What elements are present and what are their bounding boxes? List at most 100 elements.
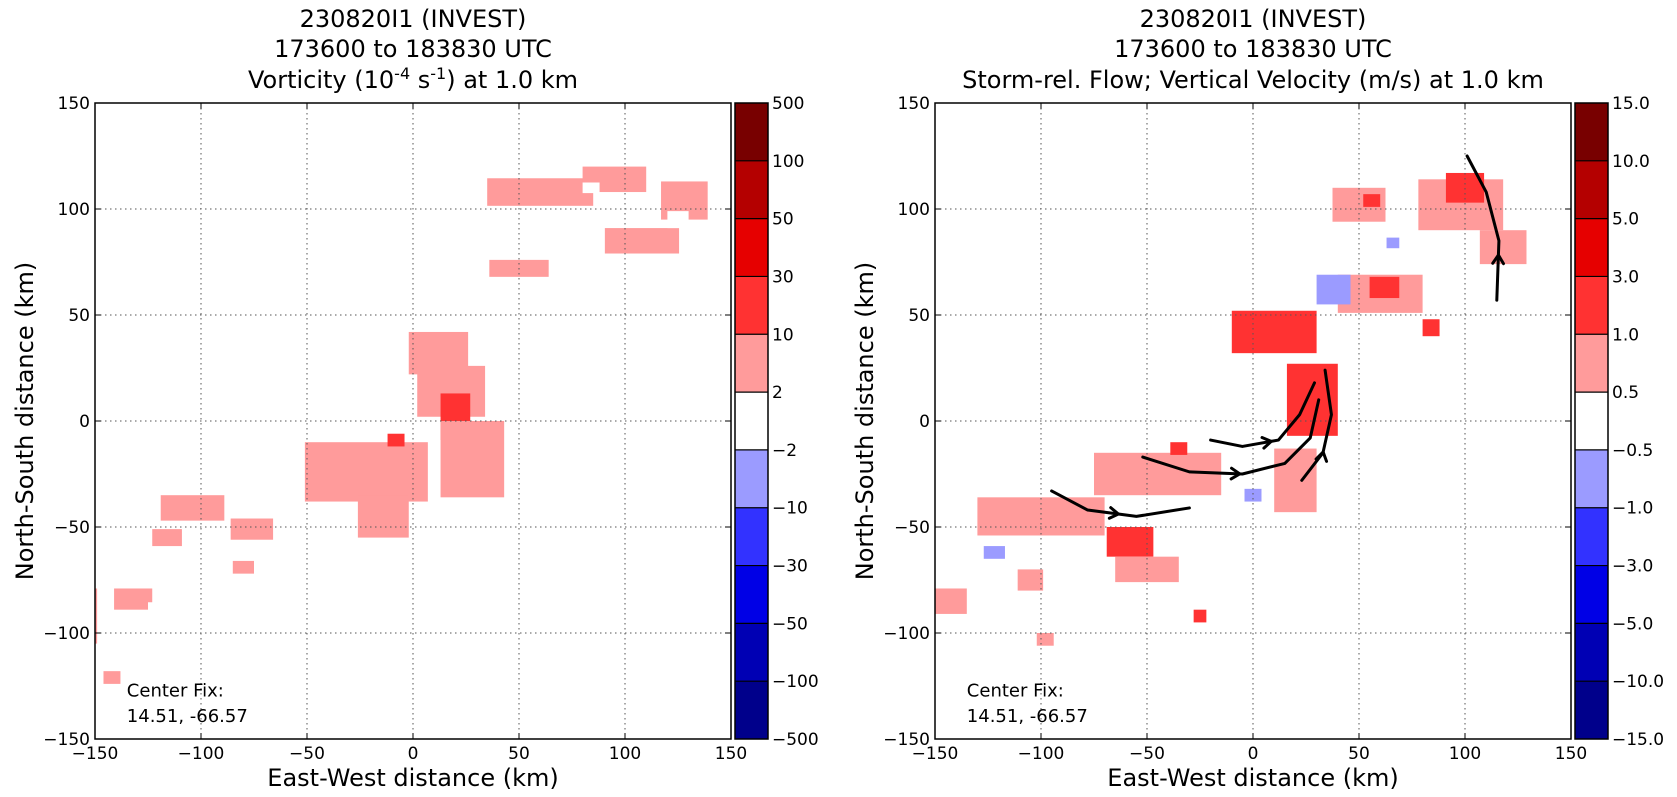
colorbar-tick-label: 10 — [772, 325, 794, 345]
x-tick-label: −100 — [178, 744, 225, 764]
field-region — [1244, 488, 1262, 502]
colorbar-band — [1575, 507, 1608, 566]
vorticity-panel: 230820I1 (INVEST)173600 to 183830 UTCVor… — [11, 5, 819, 792]
x-axis-label: East-West distance (km) — [1107, 764, 1398, 792]
streamline — [1141, 398, 1321, 476]
y-tick-label: −150 — [883, 730, 930, 750]
colorbar-tick-label: −10.0 — [1612, 672, 1664, 692]
colorbar-band — [1575, 276, 1608, 335]
y-axis-label: North-South distance (km) — [11, 262, 39, 581]
chart-title-line: 230820I1 (INVEST) — [1140, 5, 1367, 33]
field-region — [1094, 452, 1222, 496]
center-fix-value: 14.51, -66.57 — [967, 706, 1088, 727]
colorbar-tick-label: 1.0 — [1612, 325, 1639, 345]
colorbar-tick-label: −100 — [772, 672, 819, 692]
colorbar-frame — [1574, 102, 1609, 740]
colorbar-band — [735, 681, 768, 739]
field-region — [1422, 319, 1440, 337]
colorbar-band — [735, 160, 768, 219]
colorbar-tick-label: 50 — [772, 210, 794, 230]
field-region — [1106, 527, 1154, 557]
colorbar-band — [1575, 160, 1608, 219]
colorbar-tick-label: 15.0 — [1612, 94, 1650, 114]
colorbar-band — [735, 507, 768, 566]
colorbar-tick-label: −2 — [772, 441, 797, 461]
colorbar-band — [735, 334, 768, 393]
y-tick-label: 50 — [68, 306, 90, 326]
streamline — [1209, 381, 1316, 448]
x-tick-label: 50 — [1348, 744, 1370, 764]
field-region — [152, 529, 182, 547]
colorbar-band — [735, 565, 768, 624]
y-tick-label: 100 — [898, 200, 930, 220]
colorbar-tick-label: −10 — [772, 499, 808, 519]
x-tick-label: 0 — [408, 744, 419, 764]
chart-title-line: 173600 to 183830 UTC — [1114, 35, 1392, 63]
colorbar-tick-label: −0.5 — [1612, 441, 1653, 461]
streamline — [1465, 154, 1501, 302]
colorbar-band — [1575, 681, 1608, 739]
streamline-arrowhead — [1491, 252, 1505, 266]
field-region — [304, 442, 428, 502]
y-tick-label: 150 — [898, 94, 930, 114]
colorbar-tick-label: 500 — [772, 94, 804, 114]
chart-title-line: 230820I1 (INVEST) — [300, 5, 527, 33]
y-tick-label: −100 — [43, 624, 90, 644]
y-tick-label: −100 — [883, 624, 930, 644]
field-region — [387, 433, 405, 447]
streamline — [1300, 368, 1333, 482]
colorbar-band — [1575, 103, 1608, 161]
colorbar-tick-label: −50 — [772, 614, 808, 634]
x-axis-label: East-West distance (km) — [267, 764, 558, 792]
colorbar-tick-label: −5.0 — [1612, 614, 1653, 634]
field-region — [694, 228, 717, 241]
colorbar-tick-label: 30 — [772, 267, 794, 287]
field-region — [230, 518, 274, 540]
x-tick-label: −50 — [1129, 744, 1165, 764]
field-region — [1369, 276, 1400, 299]
field-region — [440, 421, 505, 498]
x-tick-label: −150 — [912, 744, 959, 764]
x-tick-label: 100 — [609, 744, 641, 764]
x-tick-label: −100 — [1018, 744, 1065, 764]
center-fix-label: Center Fix: — [127, 681, 224, 702]
chart-title-variable: Vorticity (10-4 s-1) at 1.0 km — [248, 64, 578, 95]
chart-title-line: 173600 to 183830 UTC — [274, 35, 552, 63]
field-region — [487, 178, 594, 206]
y-tick-label: 0 — [919, 412, 930, 432]
y-tick-label: 100 — [58, 200, 90, 220]
streamline-arrowhead — [1260, 436, 1275, 450]
field-region — [311, 527, 337, 549]
field-region — [1274, 448, 1317, 513]
field-region — [1316, 274, 1351, 305]
colorbar-band — [1575, 218, 1608, 277]
y-tick-label: −50 — [54, 518, 90, 538]
colorbar-band — [735, 449, 768, 508]
x-tick-label: 0 — [1248, 744, 1259, 764]
field-region — [160, 495, 225, 521]
field-region — [983, 546, 1005, 559]
field-region — [95, 588, 98, 644]
field-region — [1170, 442, 1188, 455]
colorbar-band — [1575, 334, 1608, 393]
y-tick-label: 50 — [908, 306, 930, 326]
field-region — [103, 671, 121, 684]
colorbar-tick-label: −3.0 — [1612, 557, 1653, 577]
colorbar-tick-label: 10.0 — [1612, 152, 1650, 172]
y-tick-label: 150 — [58, 94, 90, 114]
colorbar-tick-label: 3.0 — [1612, 267, 1639, 287]
y-tick-label: −150 — [43, 730, 90, 750]
field-region — [114, 588, 153, 610]
colorbar-tick-label: 5.0 — [1612, 210, 1639, 230]
field-region — [232, 560, 254, 574]
colorbar-tick-label: 0.5 — [1612, 383, 1639, 403]
colorbar-band — [735, 623, 768, 682]
colorbar-tick-label: −1.0 — [1612, 499, 1653, 519]
colorbar-band — [1575, 623, 1608, 682]
field-region — [1363, 194, 1381, 207]
field-region — [935, 588, 967, 614]
field-region — [1479, 230, 1527, 265]
field-region — [667, 211, 689, 229]
field-region — [1036, 633, 1054, 646]
y-tick-label: 0 — [79, 412, 90, 432]
